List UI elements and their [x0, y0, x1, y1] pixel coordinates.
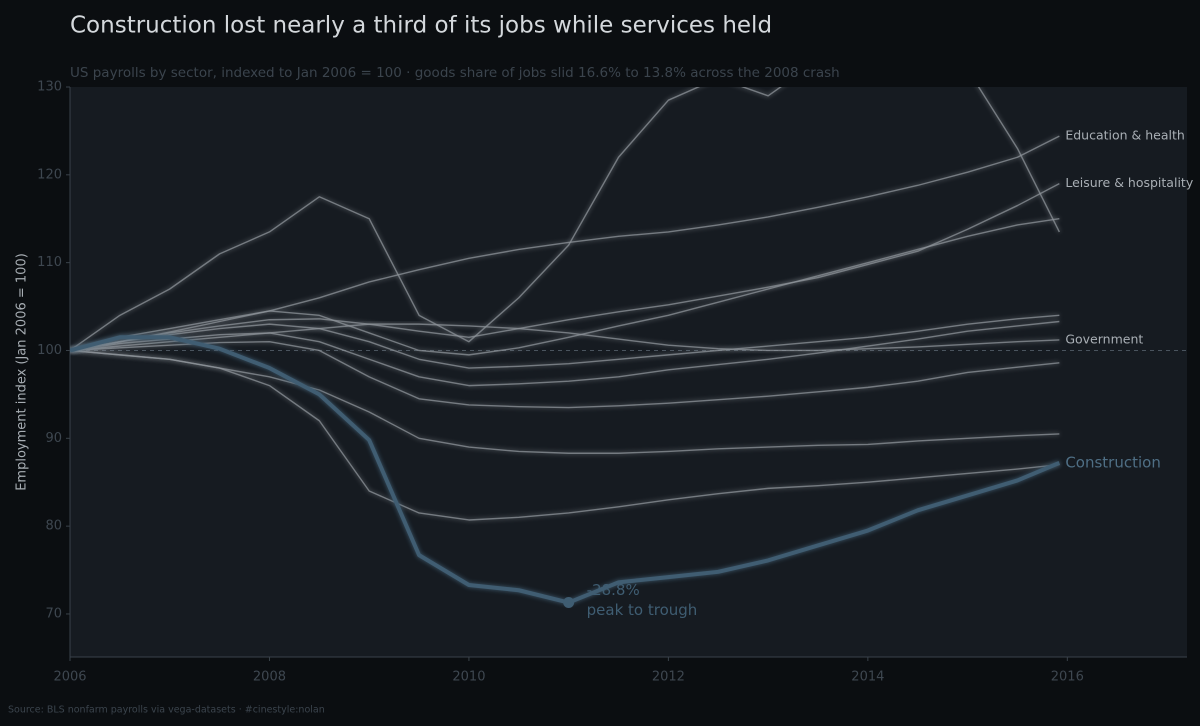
y-tick-label: 110 [37, 255, 62, 270]
plot-area [70, 87, 1187, 657]
series-line [70, 349, 1060, 521]
series-line [70, 135, 1060, 352]
series-label: Education & health [1065, 128, 1185, 143]
series-line [70, 314, 1060, 369]
x-tick-label: 2006 [53, 670, 86, 685]
annotation-text: peak to trough [587, 601, 698, 619]
lines [70, 87, 1187, 605]
y-tick-label: 100 [37, 343, 62, 358]
series-line [70, 218, 1060, 356]
series-line [70, 182, 1060, 352]
series-line [70, 323, 1060, 352]
x-tick-label: 2014 [851, 670, 884, 685]
y-tick-label: 120 [37, 167, 62, 182]
y-tick-label: 130 [37, 80, 62, 95]
y-tick-label: 70 [45, 606, 62, 621]
y-axis-label: Employment index (Jan 2006 = 100) [15, 253, 30, 491]
x-tick-label: 2008 [253, 670, 286, 685]
annotation-point [563, 597, 575, 609]
source-note: Source: BLS nonfarm payrolls via vega-da… [8, 705, 325, 716]
x-tick-label: 2012 [652, 670, 685, 685]
x-tick-label: 2016 [1051, 670, 1084, 685]
series-label: Construction [1065, 453, 1161, 471]
series-line [70, 320, 1060, 387]
chart-title: Construction lost nearly a third of its … [70, 13, 772, 39]
y-tick-label: 90 [45, 431, 62, 446]
y-tick-label: 80 [45, 519, 62, 534]
series-line [70, 87, 1060, 352]
series-line [70, 349, 1060, 454]
annotation-text: -28.8% [587, 581, 640, 599]
series-label: Government [1065, 331, 1143, 346]
series-label: Leisure & hospitality [1065, 175, 1193, 190]
x-tick-label: 2010 [452, 670, 485, 685]
chart-subtitle: US payrolls by sector, indexed to Jan 20… [70, 65, 840, 81]
series-line [70, 341, 1060, 409]
